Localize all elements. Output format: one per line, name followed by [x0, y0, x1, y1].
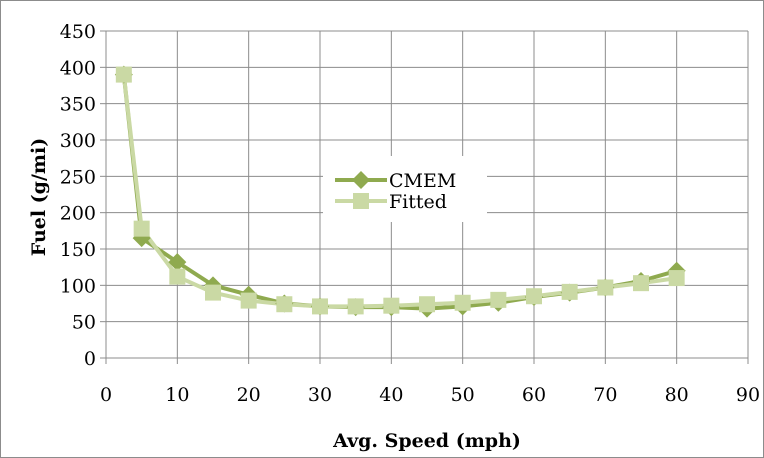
y-tick-label: 300	[60, 130, 96, 152]
x-tick-label: 40	[379, 384, 403, 406]
legend-label-cmem: CMEM	[389, 170, 456, 192]
x-tick-label: 0	[100, 384, 112, 406]
x-tick-label: 20	[237, 384, 261, 406]
y-tick-label: 350	[60, 94, 96, 116]
x-tick-label: 90	[736, 384, 760, 406]
data-point-fitted	[490, 291, 507, 308]
legend-label-fitted: Fitted	[389, 191, 447, 213]
data-point-fitted	[419, 296, 435, 313]
series-layer	[114, 65, 686, 318]
legend-marker-cmem	[352, 171, 370, 189]
data-point-fitted	[633, 275, 649, 292]
x-tick-label: 30	[308, 384, 332, 406]
x-axis-title: Avg. Speed (mph)	[332, 430, 521, 452]
y-tick-label: 50	[72, 312, 96, 334]
y-tick-label: 200	[60, 203, 96, 225]
data-point-cmem	[168, 253, 187, 272]
y-tick-label: 400	[60, 57, 96, 79]
legend: CMEM Fitted	[323, 156, 487, 222]
x-tick-label: 80	[665, 384, 689, 406]
data-point-fitted	[133, 220, 150, 237]
data-point-fitted	[561, 283, 578, 300]
data-point-fitted	[240, 292, 257, 309]
data-point-fitted	[347, 298, 364, 315]
data-point-fitted	[276, 296, 293, 313]
data-point-fitted	[454, 294, 471, 311]
legend-box	[323, 156, 487, 222]
data-point-fitted	[526, 288, 542, 305]
x-tick-label: 70	[593, 384, 617, 406]
x-tick-label: 50	[451, 384, 475, 406]
x-tick-label: 10	[165, 384, 189, 406]
data-point-fitted	[383, 297, 400, 314]
data-point-fitted	[597, 279, 614, 296]
y-axis-title: Fuel (g/mi)	[28, 138, 50, 256]
y-tick-label: 250	[60, 166, 96, 188]
data-point-fitted	[312, 298, 328, 315]
data-point-fitted	[205, 284, 221, 301]
y-tick-label: 100	[60, 275, 96, 297]
data-point-fitted	[668, 270, 685, 287]
legend-marker-fitted	[353, 193, 369, 209]
y-tick-label: 0	[84, 348, 96, 370]
tick-labels: 0 50 100 150 200 250 300 350 400 450 0 10 20 30 40 50 60…	[60, 21, 760, 406]
y-tick-label: 450	[60, 21, 96, 43]
x-tick-label: 60	[522, 384, 546, 406]
y-tick-label: 150	[60, 239, 96, 261]
data-point-fitted	[115, 66, 132, 83]
data-point-fitted	[169, 268, 186, 285]
